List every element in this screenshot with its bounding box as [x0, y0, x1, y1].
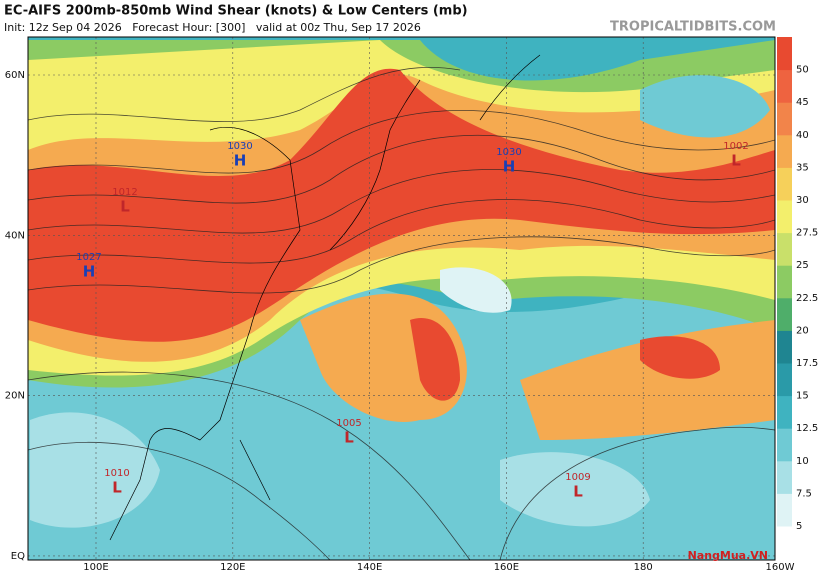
- lon-label: 120E: [220, 562, 245, 573]
- colorbar-swatch: [777, 330, 792, 364]
- center-pressure: 1030: [227, 141, 252, 152]
- colorbar-swatch: [777, 102, 792, 136]
- colorbar-label: 5: [796, 521, 802, 532]
- colorbar-label: 20: [796, 325, 809, 336]
- center-pressure: 1009: [565, 472, 590, 483]
- colorbar-swatch: [777, 265, 792, 299]
- colorbar-swatch: [777, 297, 792, 331]
- shear-field: [28, 37, 775, 560]
- colorbar-label: 27.5: [796, 228, 818, 239]
- lon-label: 100E: [83, 562, 108, 573]
- colorbar-label: 22.5: [796, 293, 818, 304]
- center-symbol: L: [344, 429, 354, 447]
- center-symbol: H: [234, 152, 247, 170]
- center-pressure: 1030: [496, 147, 521, 158]
- watermark: NangMua.VN: [688, 549, 768, 562]
- center-symbol: L: [573, 483, 583, 501]
- colorbar-label: 15: [796, 391, 809, 402]
- colorbar-swatch: [777, 134, 792, 168]
- center-symbol: L: [112, 479, 122, 497]
- center-pressure: 1005: [336, 418, 361, 429]
- lat-label: EQ: [11, 551, 25, 562]
- center-symbol: H: [503, 158, 516, 176]
- center-pressure: 1002: [723, 141, 748, 152]
- colorbar-label: 40: [796, 130, 809, 141]
- center-pressure: 1012: [112, 187, 137, 198]
- lon-label: 180: [634, 562, 653, 573]
- lat-label: 20N: [5, 391, 25, 402]
- colorbar-swatch: [777, 460, 792, 494]
- center-symbol: H: [83, 263, 96, 281]
- colorbar-swatch: [777, 526, 792, 560]
- lon-label: 140E: [357, 562, 382, 573]
- colorbar-label: 25: [796, 260, 809, 271]
- center-symbol: L: [731, 152, 741, 170]
- center-pressure: 1010: [104, 468, 129, 479]
- lon-label: 160E: [494, 562, 519, 573]
- lat-label: 40N: [5, 230, 25, 241]
- lon-label: 160W: [766, 562, 795, 573]
- colorbar-swatch: [777, 395, 792, 429]
- colorbar-swatch: [777, 232, 792, 266]
- colorbar: 5 7.5 10 12.5 15 17.5 20 22.5 25 27.5 30 35 40 45 50: [777, 37, 818, 560]
- colorbar-label: 50: [796, 65, 809, 76]
- colorbar-label: 45: [796, 97, 809, 108]
- colorbar-swatch: [777, 428, 792, 462]
- colorbar-swatch: [777, 69, 792, 103]
- colorbar-label: 12.5: [796, 423, 818, 434]
- center-symbol: L: [120, 198, 130, 216]
- colorbar-label: 17.5: [796, 358, 818, 369]
- lat-label: 60N: [5, 70, 25, 81]
- colorbar-label: 7.5: [796, 488, 812, 499]
- map-frame: [27, 36, 776, 561]
- colorbar-swatch: [777, 363, 792, 397]
- colorbar-swatch: [777, 200, 792, 234]
- title: EC-AIFS 200mb-850mb Wind Shear (knots) &…: [4, 4, 468, 19]
- colorbar-label: 35: [796, 162, 809, 173]
- colorbar-label: 10: [796, 456, 809, 467]
- colorbar-label: 30: [796, 195, 809, 206]
- colorbar-swatch: [777, 37, 792, 71]
- source: TROPICALTIDBITS.COM: [610, 20, 776, 35]
- colorbar-swatch: [777, 493, 792, 527]
- subtitle: Init: 12z Sep 04 2026 Forecast Hour: [30…: [4, 21, 421, 34]
- center-pressure: 1027: [76, 252, 101, 263]
- colorbar-swatch: [777, 167, 792, 201]
